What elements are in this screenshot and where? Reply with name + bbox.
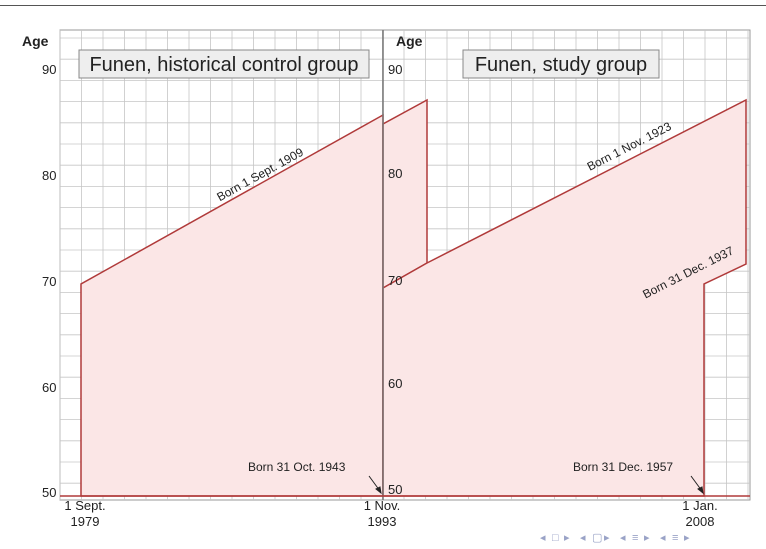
right-y-tick: 90 <box>388 62 402 77</box>
x-label-start-line1: 1 Sept. <box>64 498 105 513</box>
triangle-left-icon[interactable]: ◂ <box>540 532 546 544</box>
x-label-start-line2: 1979 <box>71 514 100 529</box>
right-pointer-arrow <box>690 475 704 495</box>
triangle-right-icon[interactable]: ▸ <box>604 532 610 544</box>
triangle-right-icon[interactable]: ▸ <box>684 532 690 544</box>
left-pointer-arrow <box>368 475 382 495</box>
x-label-mid-line2: 1993 <box>368 514 397 529</box>
right-title-box <box>462 49 660 79</box>
triangle-left-icon[interactable]: ◂ <box>580 532 586 544</box>
equiv-icon[interactable]: ≡ <box>632 532 639 544</box>
triangle-right-icon[interactable]: ▸ <box>644 532 650 544</box>
right-title: Funen, study group <box>475 54 647 76</box>
frame-icon[interactable]: ▢ <box>592 532 603 544</box>
triangle-left-icon[interactable]: ◂ <box>660 532 666 544</box>
left-title-box <box>78 49 370 79</box>
right-age-label: Age <box>396 33 423 49</box>
left-title: Funen, historical control group <box>89 54 358 76</box>
right-y-tick: 70 <box>388 273 402 288</box>
equiv-icon[interactable]: ≡ <box>672 532 679 544</box>
left-y-tick: 80 <box>42 168 56 183</box>
top-rule <box>0 5 766 6</box>
right-y-tick: 60 <box>388 376 402 391</box>
triangle-left-icon[interactable]: ◂ <box>620 532 626 544</box>
left-y-tick: 90 <box>42 62 56 77</box>
right-born-bottom-label: Born 31 Dec. 1957 <box>573 460 673 474</box>
right-y-tick: 50 <box>388 482 402 497</box>
x-label-end-line1: 1 Jan. <box>682 498 717 513</box>
right-cohort-region-main <box>382 98 747 497</box>
left-y-tick: 50 <box>42 485 56 500</box>
x-label-end-line2: 2008 <box>686 514 715 529</box>
square-icon[interactable]: □ <box>552 532 559 544</box>
left-y-tick: 60 <box>42 380 56 395</box>
left-age-label: Age <box>22 33 49 49</box>
left-born-bottom-label: Born 31 Oct. 1943 <box>248 460 346 474</box>
left-y-tick: 70 <box>42 274 56 289</box>
right-y-tick: 80 <box>388 166 402 181</box>
triangle-right-icon[interactable]: ▸ <box>564 532 570 544</box>
x-label-mid-line1: 1 Nov. <box>364 498 401 513</box>
